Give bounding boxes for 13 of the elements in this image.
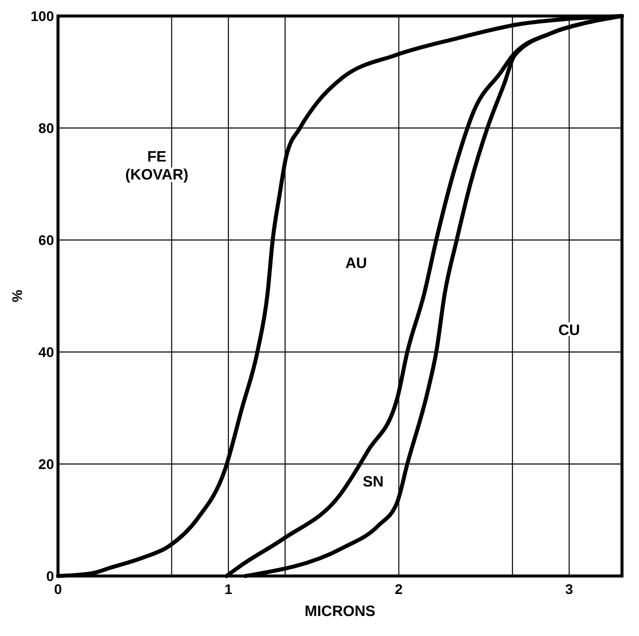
x-tick-label: 1 [224,581,232,597]
annotation: SN [362,473,384,490]
y-tick-label: 80 [38,120,54,136]
y-tick-label: 0 [46,568,54,584]
x-tick-label: 3 [565,581,574,597]
annotation: AU [345,255,368,272]
y-tick-label: 20 [38,456,54,472]
y-tick-label: 100 [30,8,54,24]
y-tick-label: 40 [38,344,54,360]
x-tick-label: 2 [394,581,403,597]
x-axis-title: MICRONS [304,603,376,620]
y-axis-title: % [9,289,25,302]
y-tick-label: 60 [38,232,54,248]
